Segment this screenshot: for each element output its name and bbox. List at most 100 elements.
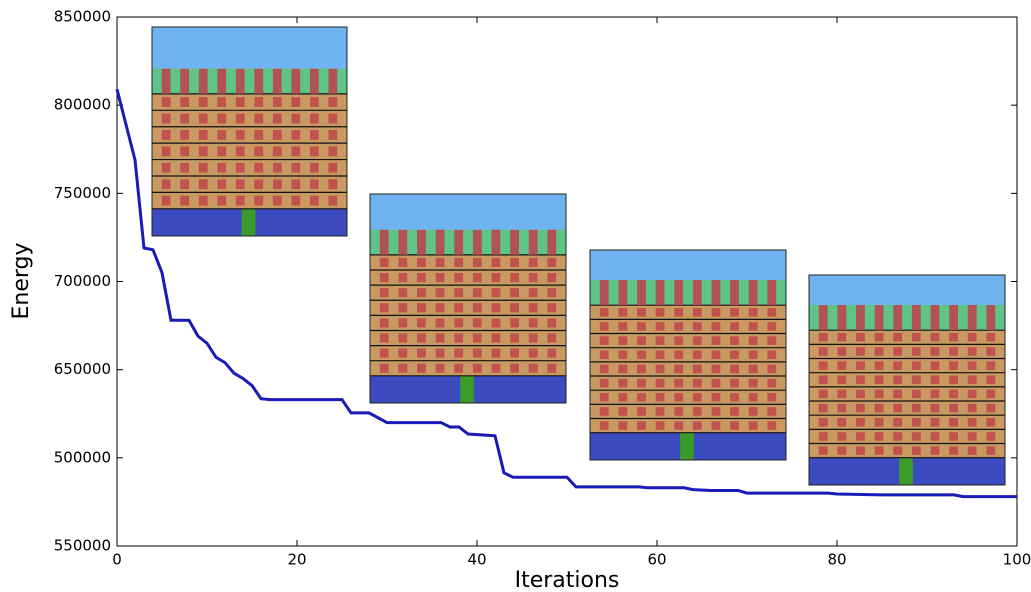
window <box>328 179 337 189</box>
window <box>749 336 758 345</box>
window <box>931 376 940 385</box>
window <box>912 446 921 455</box>
window <box>693 421 702 430</box>
window <box>600 308 609 317</box>
window <box>749 322 758 331</box>
window <box>749 379 758 388</box>
facade-image <box>152 27 347 236</box>
window <box>254 196 263 206</box>
window <box>254 146 263 156</box>
window <box>931 446 940 455</box>
window <box>656 379 665 388</box>
window <box>893 333 902 342</box>
facade-image <box>590 250 786 460</box>
x-tick-label: 20 <box>287 551 306 569</box>
window <box>912 418 921 427</box>
window <box>380 364 389 373</box>
window <box>693 393 702 402</box>
window <box>236 179 245 189</box>
window <box>986 418 995 427</box>
facade-image <box>809 275 1005 485</box>
window <box>931 333 940 342</box>
window <box>912 376 921 385</box>
window <box>254 179 263 189</box>
window <box>931 418 940 427</box>
window <box>837 446 846 455</box>
window <box>837 390 846 399</box>
window <box>547 349 556 358</box>
window <box>819 446 828 455</box>
window <box>236 114 245 124</box>
y-axis-title: Energy <box>9 242 34 319</box>
window <box>199 114 208 124</box>
window <box>819 432 828 441</box>
window <box>510 273 519 282</box>
attic-window <box>529 230 538 255</box>
window <box>912 390 921 399</box>
window <box>236 163 245 173</box>
window <box>712 379 721 388</box>
window <box>875 418 884 427</box>
window <box>236 130 245 140</box>
window <box>618 351 627 360</box>
window <box>931 361 940 370</box>
window <box>637 393 646 402</box>
window <box>637 421 646 430</box>
window <box>162 97 171 107</box>
window <box>436 258 445 267</box>
window <box>417 349 426 358</box>
y-tick-label: 500000 <box>54 448 111 466</box>
window <box>310 163 319 173</box>
window <box>454 333 463 342</box>
window <box>273 179 282 189</box>
window <box>949 333 958 342</box>
window <box>180 130 189 140</box>
window <box>217 179 226 189</box>
window <box>875 376 884 385</box>
window <box>693 351 702 360</box>
attic-window <box>968 305 977 330</box>
window <box>819 376 828 385</box>
window <box>730 351 739 360</box>
attic-window <box>767 280 776 305</box>
window <box>730 379 739 388</box>
roof <box>370 194 566 230</box>
attic-window <box>931 305 940 330</box>
window <box>236 97 245 107</box>
attic-window <box>380 230 389 255</box>
window <box>473 273 482 282</box>
window <box>767 407 776 416</box>
window <box>656 421 665 430</box>
window <box>749 365 758 374</box>
window <box>180 163 189 173</box>
window <box>749 393 758 402</box>
window <box>162 130 171 140</box>
window <box>618 393 627 402</box>
x-tick-label: 0 <box>112 551 122 569</box>
window <box>529 364 538 373</box>
attic-window <box>875 305 884 330</box>
window <box>949 390 958 399</box>
x-tick-label: 80 <box>827 551 846 569</box>
window <box>986 404 995 413</box>
window <box>600 379 609 388</box>
window <box>398 318 407 327</box>
window <box>273 130 282 140</box>
window <box>730 322 739 331</box>
window <box>893 361 902 370</box>
attic-window <box>417 230 426 255</box>
window <box>893 446 902 455</box>
window <box>328 97 337 107</box>
window <box>712 407 721 416</box>
window <box>510 258 519 267</box>
window <box>968 432 977 441</box>
x-axis-title: Iterations <box>515 568 620 592</box>
window <box>712 421 721 430</box>
window <box>693 407 702 416</box>
window <box>949 446 958 455</box>
window <box>162 146 171 156</box>
window <box>931 390 940 399</box>
window <box>968 404 977 413</box>
window <box>547 288 556 297</box>
attic-window <box>398 230 407 255</box>
